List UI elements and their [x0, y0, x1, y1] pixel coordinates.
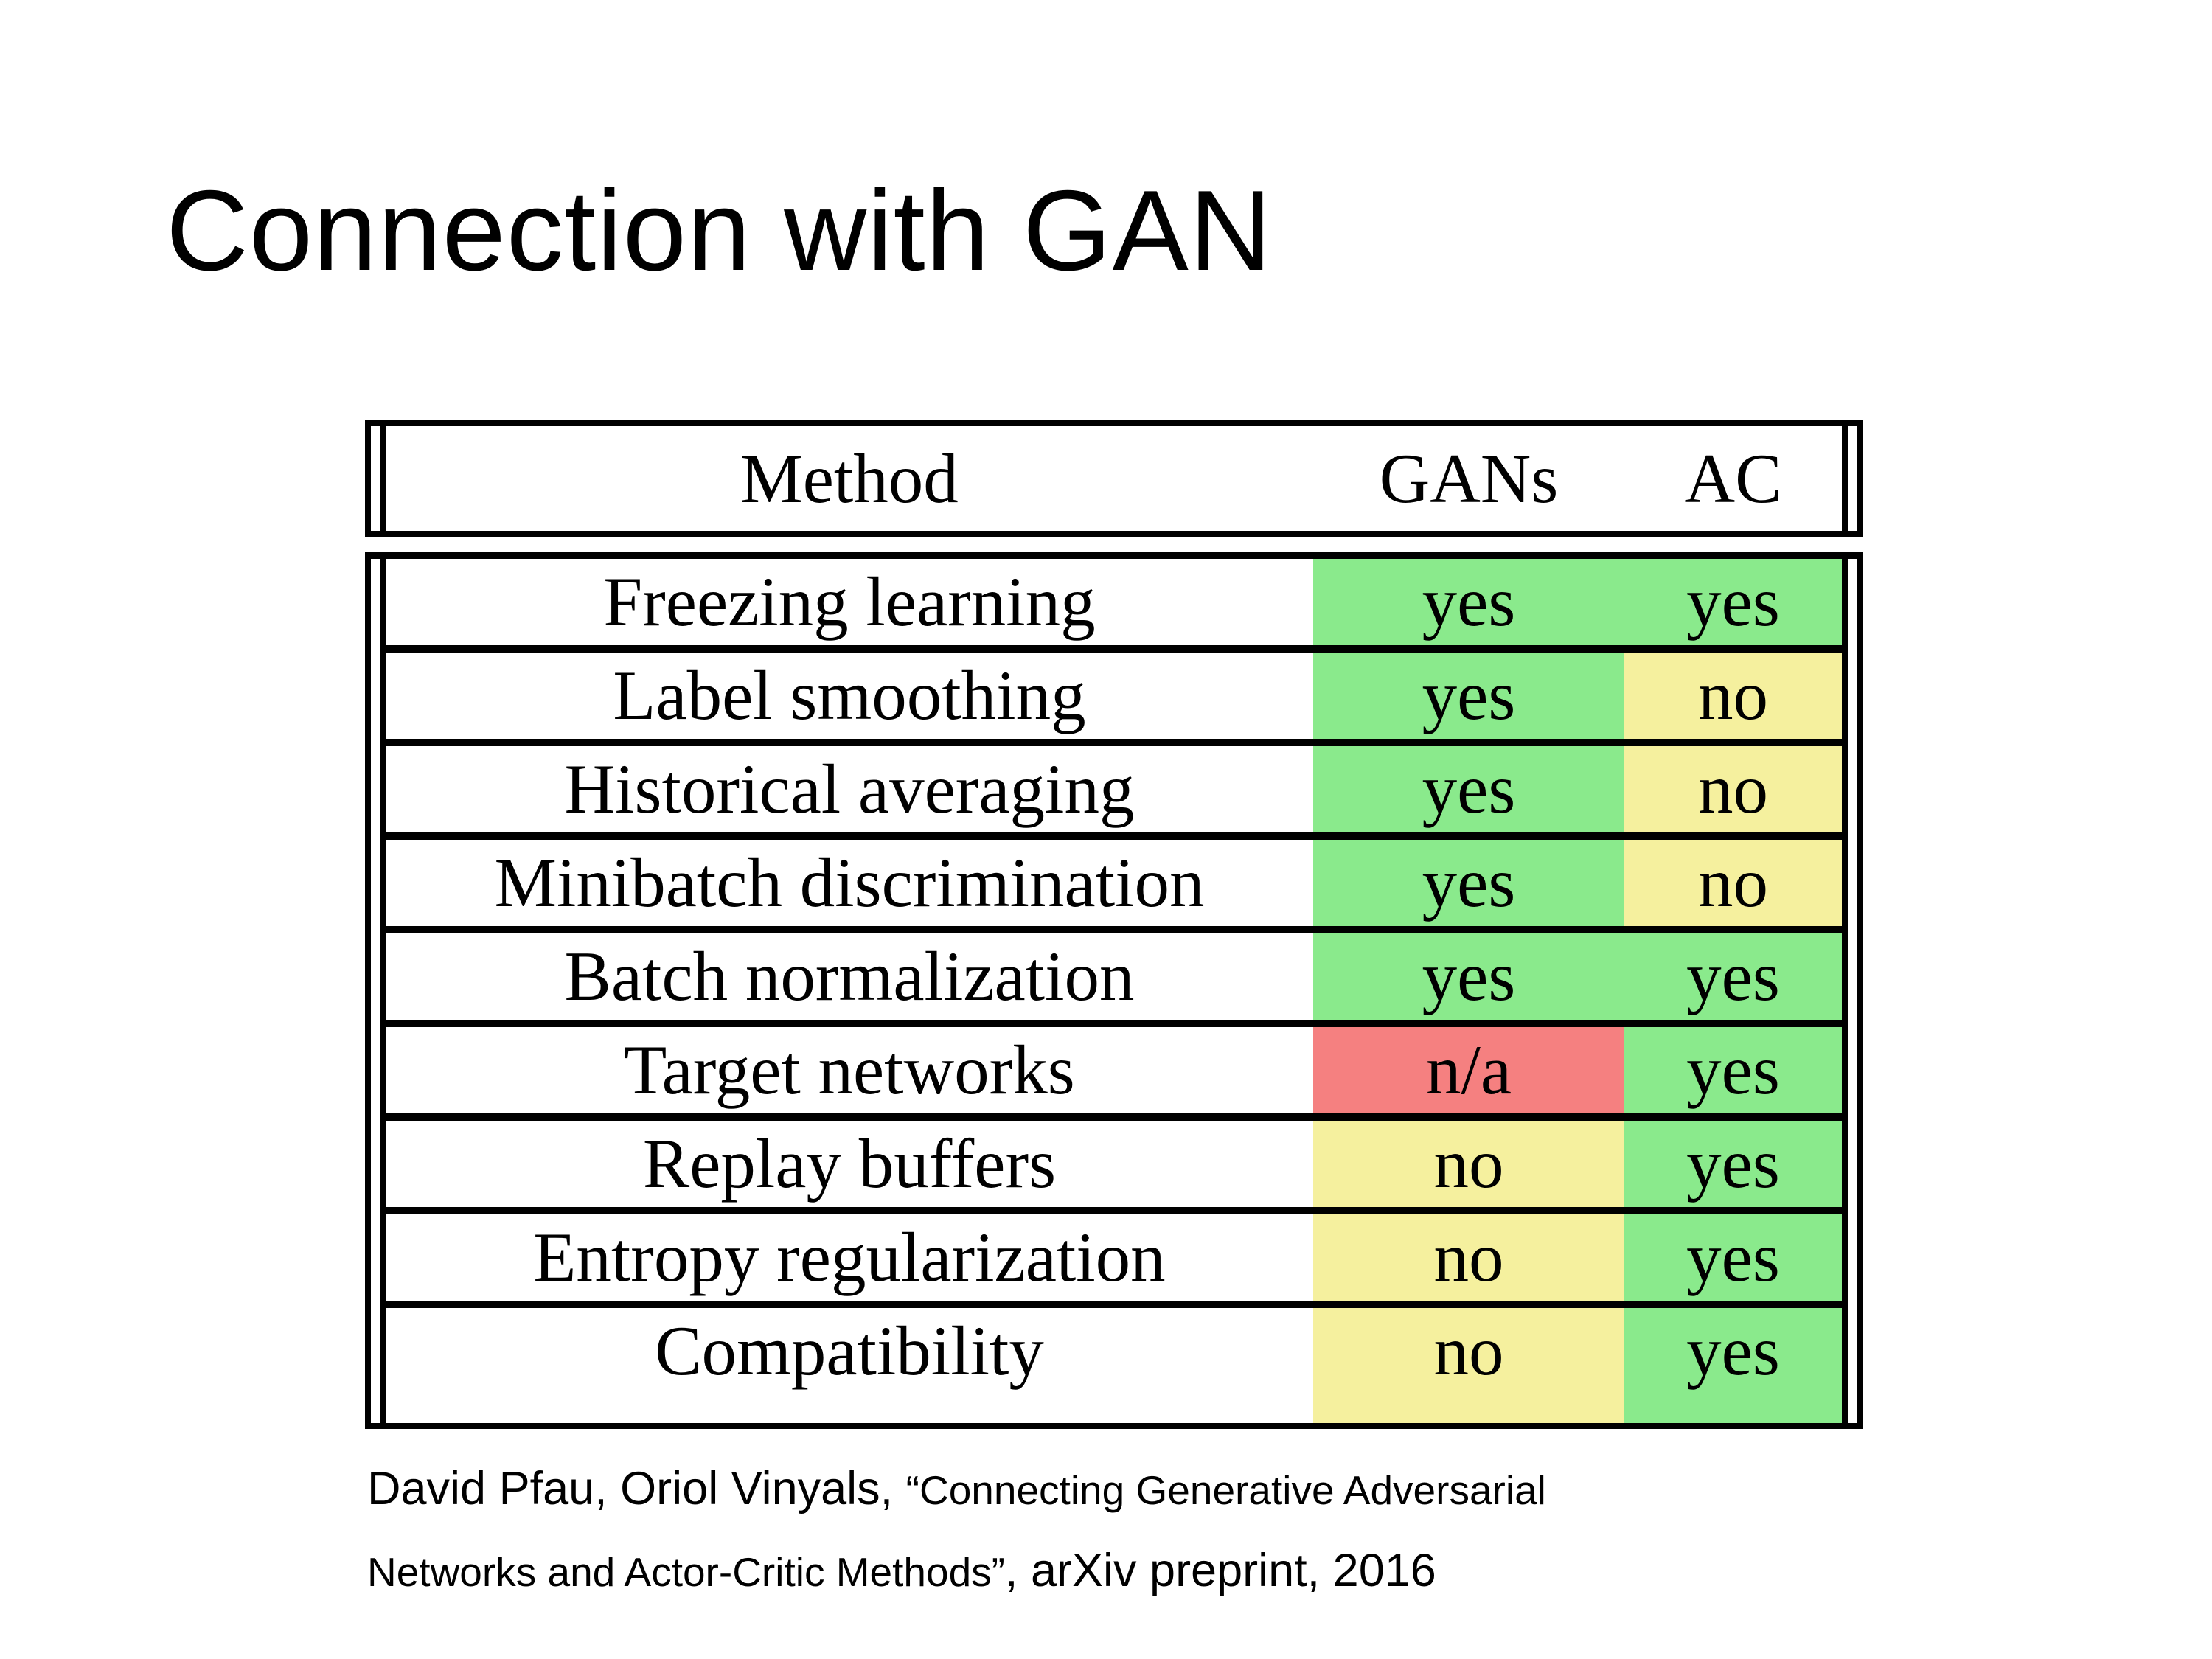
ac-cell: yes	[1624, 1308, 1842, 1423]
table-row: Compatibility no yes	[386, 1308, 1842, 1423]
citation: David Pfau, Oriol Vinyals, “Connecting G…	[367, 1454, 1546, 1618]
header-cell-gans: GANs	[1379, 439, 1559, 518]
method-cell: Batch normalization	[564, 937, 1135, 1016]
citation-line-1: David Pfau, Oriol Vinyals, “Connecting G…	[367, 1454, 1546, 1536]
gans-cell: no	[1313, 1214, 1624, 1301]
ac-cell: yes	[1624, 1121, 1842, 1207]
citation-title-part1: “Connecting Generative Adversarial	[905, 1467, 1546, 1513]
gans-cell: no	[1313, 1308, 1624, 1423]
ac-cell: yes	[1624, 559, 1842, 645]
method-cell: Entropy regularization	[533, 1218, 1166, 1297]
header-cell-ac: AC	[1684, 439, 1782, 518]
gans-cell: yes	[1313, 933, 1624, 1020]
slide-title: Connection with GAN	[166, 167, 1273, 294]
comparison-table: Method GANs AC Freezing learning yes yes…	[365, 420, 1863, 1429]
method-cell: Minibatch discrimination	[494, 844, 1205, 922]
citation-authors: David Pfau, Oriol Vinyals,	[367, 1463, 906, 1514]
table-body: Freezing learning yes yes Label smoothin…	[365, 552, 1863, 1429]
method-cell: Target networks	[624, 1031, 1075, 1110]
table-row: Entropy regularization no yes	[386, 1214, 1842, 1308]
citation-title-part2: Networks and Actor-Critic Methods”	[367, 1549, 1005, 1595]
table-body-inner: Freezing learning yes yes Label smoothin…	[380, 559, 1848, 1423]
table-header: Method GANs AC	[365, 420, 1863, 537]
header-cell-method: Method	[740, 439, 959, 518]
gans-cell: n/a	[1313, 1027, 1624, 1113]
gans-cell: yes	[1313, 559, 1624, 645]
table-row: Replay buffers no yes	[386, 1121, 1842, 1214]
header-row: Method GANs AC	[386, 426, 1842, 531]
method-cell: Freezing learning	[603, 563, 1096, 641]
ac-cell: yes	[1624, 933, 1842, 1020]
ac-cell: no	[1624, 840, 1842, 926]
method-cell: Historical averaging	[564, 750, 1135, 829]
table-row: Historical averaging yes no	[386, 746, 1842, 840]
ac-cell: yes	[1624, 1027, 1842, 1113]
ac-cell: yes	[1624, 1214, 1842, 1301]
table-row: Freezing learning yes yes	[386, 559, 1842, 653]
gans-cell: yes	[1313, 653, 1624, 739]
citation-line-2: Networks and Actor-Critic Methods”, arXi…	[367, 1536, 1546, 1618]
table-row: Batch normalization yes yes	[386, 933, 1842, 1027]
gans-cell: yes	[1313, 840, 1624, 926]
ac-cell: no	[1624, 746, 1842, 832]
gans-cell: yes	[1313, 746, 1624, 832]
method-cell: Compatibility	[655, 1312, 1044, 1390]
ac-cell: no	[1624, 653, 1842, 739]
table-row: Minibatch discrimination yes no	[386, 840, 1842, 933]
table-row: Target networks n/a yes	[386, 1027, 1842, 1121]
method-cell: Replay buffers	[642, 1124, 1057, 1203]
citation-venue: , arXiv preprint, 2016	[1005, 1545, 1436, 1596]
method-cell: Label smoothing	[613, 656, 1086, 735]
table-row: Label smoothing yes no	[386, 653, 1842, 746]
gans-cell: no	[1313, 1121, 1624, 1207]
